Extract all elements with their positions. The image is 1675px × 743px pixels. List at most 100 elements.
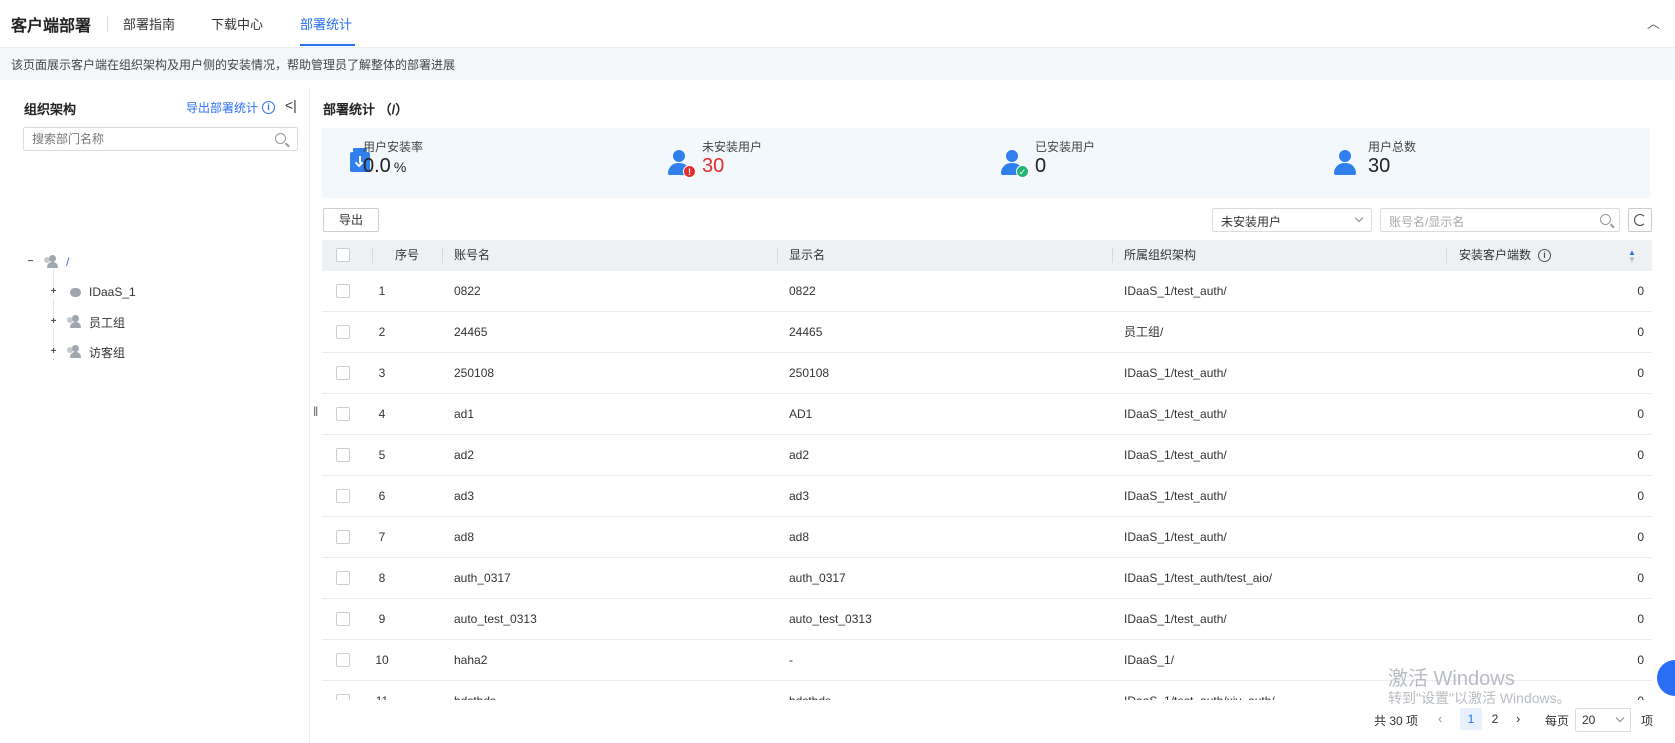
row-checkbox[interactable] [336,284,350,298]
row-checkbox[interactable] [336,530,350,544]
search-icon[interactable] [1600,214,1611,225]
app-title: 客户端部署 [11,18,92,35]
next-page-icon[interactable]: › [1516,711,1521,726]
expand-node-icon[interactable]: + [48,346,59,358]
cell-account: ad1 [454,407,475,421]
cell-org: IDaaS_1/test_auth/xiy_auth/ [1124,681,1275,700]
row-checkbox[interactable] [336,325,350,339]
stat-installed-users: ✓ 已安装用户 0 [985,128,1315,198]
chevron-up-icon[interactable]: ︿ [1647,16,1661,31]
table-row[interactable]: 7 ad8 ad8 IDaaS_1/test_auth/0 [322,517,1652,558]
select-value: 未安装用户 [1221,215,1282,229]
tree-node-idaas[interactable]: + IDaaS_1 [48,281,136,303]
cell-org: IDaaS_1/test_auth/ [1124,366,1227,380]
stat-value: 0 [1035,155,1047,177]
col-header-display: 显示名 [789,248,826,262]
table-row[interactable]: 4 ad1 AD1 IDaaS_1/test_auth/0 [322,394,1652,435]
tree-node-root[interactable]: − / [25,251,69,273]
search-icon[interactable] [275,133,286,144]
org-panel-title: 组织架构 [24,102,77,117]
tab-deploy-stats[interactable]: 部署统计 [300,17,353,32]
row-checkbox[interactable] [336,653,350,667]
floating-chevron-icon[interactable] [1657,660,1675,696]
account-search-input[interactable]: 账号名/显示名 [1380,208,1620,232]
table-row[interactable]: 5 ad2 ad2 IDaaS_1/test_auth/0 [322,435,1652,476]
export-button[interactable]: 导出 [323,208,379,232]
select-all-checkbox[interactable] [336,248,350,262]
stat-label: 未安装用户 [702,140,763,154]
cell-display: ad8 [789,530,810,544]
expand-node-icon[interactable]: + [48,316,59,328]
cell-display: 0822 [789,284,816,298]
sort-icon[interactable]: ▲ ▼ [1628,248,1636,264]
table-row[interactable]: 2 24465 24465 员工组/0 [322,312,1652,353]
row-checkbox[interactable] [336,407,350,421]
page-title: 部署统计 （/） [323,102,409,117]
tab-download-center[interactable]: 下载中心 [211,17,264,32]
total-count: 共 30 项 [1374,714,1419,728]
install-status-select[interactable]: 未安装用户 [1212,208,1372,232]
row-checkbox[interactable] [336,489,350,503]
tab-deploy-guide[interactable]: 部署指南 [123,17,176,32]
table-row[interactable]: 1 0822 0822 IDaaS_1/test_auth/0 [322,271,1652,312]
cell-no: 8 [378,571,386,585]
refresh-button[interactable] [1628,208,1652,232]
user-table: 序号 账号名 显示名 所属组织架构 安装客户端数 i ▲ ▼ 1 0822 0822 I… [322,240,1652,700]
table-row[interactable]: 8 auth_0317 auth_0317 IDaaS_1/test_auth/tes… [322,558,1652,599]
cell-org: 员工组/ [1124,325,1164,339]
cell-account: hdsthds [454,681,496,700]
cell-no: 2 [378,325,386,339]
table-row[interactable]: 3 250108 250108 IDaaS_1/test_auth/0 [322,353,1652,394]
cell-no: 3 [378,366,386,380]
cell-client-count: 0 [1637,325,1644,339]
cell-no: 4 [378,407,386,421]
per-page-label: 每页 [1545,714,1570,728]
cell-no: 10 [375,653,389,667]
stat-value: 30 [702,155,725,177]
info-icon[interactable]: i [262,101,275,114]
group-icon [44,255,60,269]
download-box-icon [350,148,370,172]
tree-node-staff[interactable]: + 员工组 [48,311,125,333]
cell-display: - [789,653,793,667]
page-1[interactable]: 1 [1460,708,1482,730]
table-row[interactable]: 11 hdsthds hdsthds IDaaS_1/test_auth/xiy_au… [322,681,1652,700]
tree-node-guest[interactable]: + 访客组 [48,341,125,363]
cell-org: IDaaS_1/test_auth/ [1124,612,1227,626]
cell-display: 250108 [789,366,830,380]
col-header-client-count[interactable]: 安装客户端数 [1459,248,1532,262]
prev-page-icon[interactable]: ‹ [1438,711,1443,726]
cell-account: haha2 [454,653,488,667]
row-checkbox[interactable] [336,694,350,700]
dept-search-input[interactable] [23,127,298,151]
cell-display: ad3 [789,489,810,503]
cell-no: 5 [378,448,386,462]
user-check-icon: ✓ [999,150,1029,178]
org-tree-panel: 组织架构 导出部署统计 i <| − / + IDaaS_1 + 员工组 + 访… [10,88,310,743]
panel-resize-handle[interactable]: ‖ [313,404,319,419]
export-stats-link[interactable]: 导出部署统计 [186,101,259,115]
table-row[interactable]: 10 haha2 - IDaaS_1/0 [322,640,1652,681]
row-checkbox[interactable] [336,366,350,380]
cell-org: IDaaS_1/test_auth/ [1124,407,1227,421]
collapse-node-icon[interactable]: − [25,256,36,268]
per-page-select[interactable]: 20 [1575,708,1631,732]
group-icon [67,345,83,359]
table-row[interactable]: 9 auto_test_0313 auto_test_0313 IDaaS_1/tes… [322,599,1652,640]
cell-account: auth_0317 [454,571,511,585]
cell-no: 11 [322,681,442,700]
row-checkbox[interactable] [336,448,350,462]
row-checkbox[interactable] [336,612,350,626]
cell-org: IDaaS_1/test_auth/ [1124,489,1227,503]
cell-account: ad3 [454,489,475,503]
per-page-value: 20 [1582,713,1596,727]
collapse-panel-icon[interactable]: <| [285,97,297,113]
expand-node-icon[interactable]: + [48,286,59,298]
info-icon[interactable]: i [1538,249,1551,262]
row-checkbox[interactable] [336,571,350,585]
table-row[interactable]: 6 ad3 ad3 IDaaS_1/test_auth/0 [322,476,1652,517]
stat-uninstalled-users: ! 未安装用户 30 [652,128,982,198]
active-tab-indicator [300,44,355,46]
page-2[interactable]: 2 [1491,712,1499,726]
user-warning-icon: ! [666,150,696,178]
